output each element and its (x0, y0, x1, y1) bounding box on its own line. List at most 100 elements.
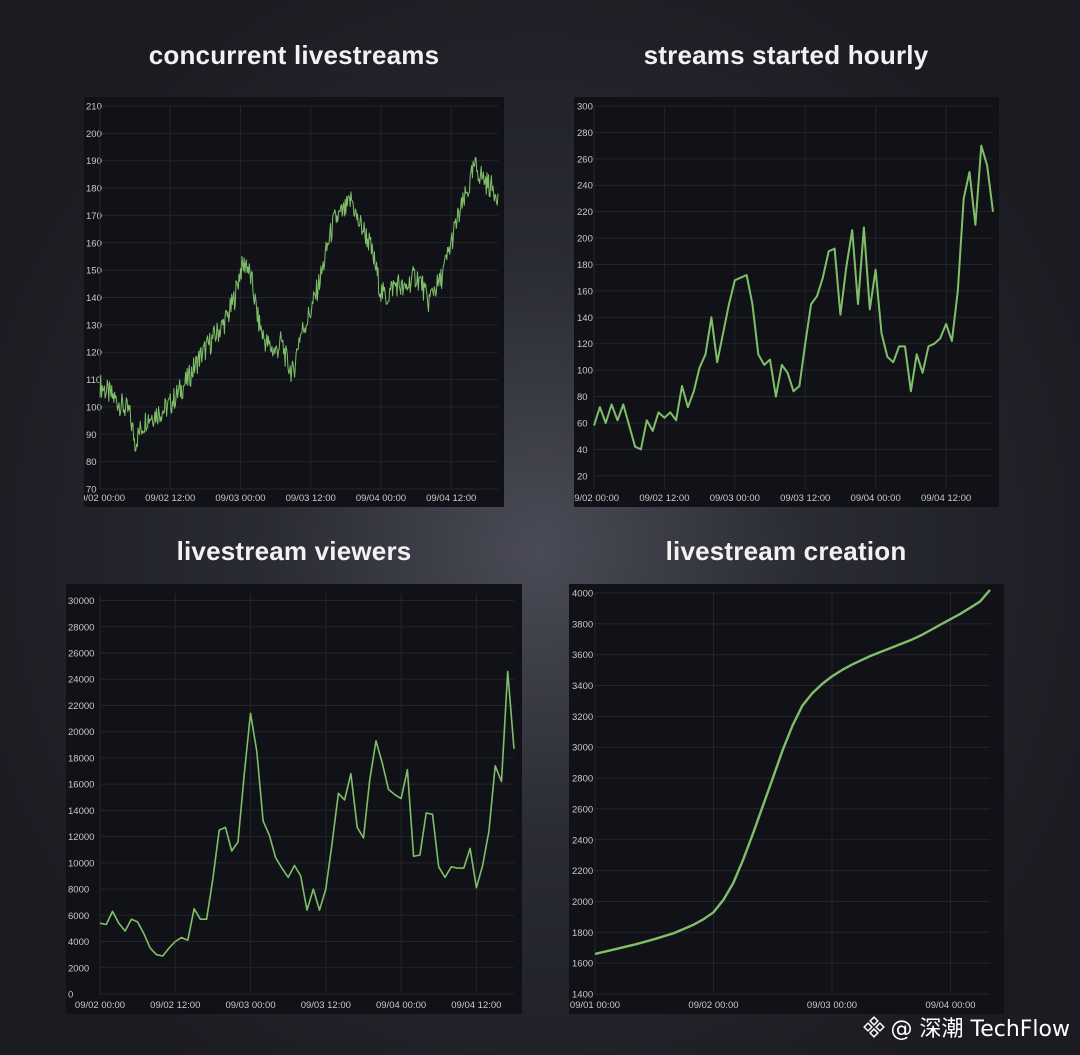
y-tick-label: 120 (86, 348, 102, 359)
series-line (99, 670, 515, 957)
y-tick-label: 260 (577, 154, 593, 165)
y-tick-label: 200 (86, 129, 102, 140)
y-tick-label: 26000 (68, 649, 94, 660)
y-tick-label: 120 (577, 339, 593, 350)
x-tick-label: 09/03 00:00 (807, 1000, 857, 1011)
y-tick-label: 180 (577, 260, 593, 271)
chart-panel-concurrent-livestreams: 210 200 190 180 170 160 150 140 130 120 110 100 90 80… (84, 97, 504, 507)
y-tick-label: 28000 (68, 622, 94, 633)
title-livestream-creation: livestream creation (665, 536, 907, 566)
y-tick-label: 210 (86, 102, 102, 113)
y-tick-label: 160 (577, 286, 593, 297)
y-tick-label: 280 (577, 128, 593, 139)
y-tick-label: 18000 (68, 753, 94, 764)
y-tick-label: 6000 (68, 911, 89, 922)
y-tick-label: 100 (86, 402, 102, 413)
x-tick-label: 09/04 00:00 (356, 493, 406, 504)
y-tick-label: 10000 (68, 858, 94, 869)
x-tick-label: 09/04 00:00 (376, 1000, 426, 1011)
chart-panel-livestream-creation: 4000 3800 3600 3400 3200 3000 2800 2600 2400 2200… (569, 584, 1004, 1014)
x-tick-label: 09/01 00:00 (570, 1000, 620, 1011)
y-tick-label: 130 (86, 320, 102, 331)
y-tick-label: 2200 (572, 866, 593, 877)
y-tick-label: 2400 (572, 835, 593, 846)
x-tick-label: 09/02 00:00 (84, 493, 125, 504)
y-tick-label: 2800 (572, 774, 593, 785)
chart-concurrent-livestreams: 210 200 190 180 170 160 150 140 130 120 110 100 90 80… (84, 102, 499, 504)
x-tick-label: 09/03 00:00 (225, 1000, 275, 1011)
y-tick-label: 30000 (68, 596, 94, 607)
y-tick-label: 90 (86, 430, 97, 441)
y-tick-label: 3800 (572, 619, 593, 630)
title-concurrent-livestreams: concurrent livestreams (148, 40, 440, 70)
chart-livestream-creation: 4000 3800 3600 3400 3200 3000 2800 2600 2400 2200… (570, 589, 991, 1011)
y-tick-label: 140 (86, 293, 102, 304)
y-tick-label: 1800 (572, 928, 593, 939)
x-tick-label: 09/04 12:00 (426, 493, 476, 504)
x-tick-label: 09/04 12:00 (451, 1000, 501, 1011)
y-tick-label: 20 (577, 471, 588, 482)
y-tick-label: 190 (86, 156, 102, 167)
watermark-text: @ 深潮 TechFlow (890, 1017, 1070, 1042)
y-tick-label: 3200 (572, 712, 593, 723)
y-tick-label: 1600 (572, 959, 593, 970)
y-tick-label: 300 (577, 102, 593, 113)
y-tick-label: 3400 (572, 681, 593, 692)
y-tick-label: 110 (86, 375, 101, 386)
y-tick-label: 80 (577, 392, 588, 403)
x-tick-label: 09/04 00:00 (925, 1000, 975, 1011)
x-tick-label: 09/02 00:00 (75, 1000, 125, 1011)
y-tick-label: 4000 (572, 589, 593, 600)
title-streams-started-hourly: streams started hourly (643, 40, 929, 70)
x-tick-label: 09/04 00:00 (851, 493, 901, 504)
y-tick-label: 180 (86, 184, 102, 195)
series-line (593, 144, 994, 451)
y-tick-label: 140 (577, 313, 593, 324)
y-tick-label: 24000 (68, 675, 94, 686)
y-tick-label: 3600 (572, 650, 593, 661)
x-tick-label: 09/04 12:00 (921, 493, 971, 504)
y-tick-label: 16000 (68, 780, 94, 791)
x-tick-label: 09/02 00:00 (688, 1000, 738, 1011)
y-tick-label: 2600 (572, 804, 593, 815)
y-tick-label: 22000 (68, 701, 94, 712)
y-tick-label: 2000 (572, 897, 593, 908)
chart-livestream-viewers: 30000 28000 26000 24000 22000 20000 18000 16000… (68, 594, 515, 1011)
chart-panel-livestream-viewers: 30000 28000 26000 24000 22000 20000 18000 16000… (66, 584, 522, 1014)
series-line (99, 156, 499, 452)
title-livestream-viewers: livestream viewers (176, 536, 412, 566)
binance-logo-icon (862, 1016, 885, 1038)
y-tick-label: 220 (577, 207, 593, 218)
x-tick-label: 09/02 00:00 (574, 493, 619, 504)
watermark: @ 深潮 TechFlow (862, 1011, 1070, 1043)
y-tick-label: 240 (577, 181, 593, 192)
y-tick-label: 170 (86, 211, 102, 222)
y-tick-label: 200 (577, 234, 593, 245)
y-tick-label: 8000 (68, 885, 89, 896)
x-tick-label: 09/02 12:00 (150, 1000, 200, 1011)
y-tick-label: 3000 (572, 743, 593, 754)
y-tick-label: 40 (577, 445, 588, 456)
y-tick-label: 60 (577, 418, 588, 429)
x-tick-label: 09/02 12:00 (639, 493, 689, 504)
y-tick-label: 20000 (68, 727, 94, 738)
y-tick-label: 70 (86, 485, 97, 496)
y-tick-label: 0 (68, 990, 73, 1001)
y-tick-label: 160 (86, 238, 102, 249)
y-tick-label: 100 (577, 366, 593, 377)
series-line (594, 589, 991, 956)
x-tick-label: 09/03 00:00 (215, 493, 265, 504)
x-tick-label: 09/02 12:00 (145, 493, 195, 504)
x-tick-label: 09/03 12:00 (301, 1000, 351, 1011)
x-tick-label: 09/03 12:00 (780, 493, 830, 504)
y-tick-label: 150 (86, 266, 102, 277)
y-tick-label: 80 (86, 457, 97, 468)
y-tick-label: 4000 (68, 937, 89, 948)
chart-panel-streams-started-hourly: 300 280 260 240 220 200 180 160 140 120 100 80 60 40 2… (574, 97, 999, 507)
x-tick-label: 09/03 00:00 (710, 493, 760, 504)
x-tick-label: 09/03 12:00 (286, 493, 336, 504)
y-tick-label: 1400 (572, 990, 593, 1001)
y-tick-label: 12000 (68, 832, 94, 843)
y-tick-label: 14000 (68, 806, 94, 817)
chart-streams-started-hourly: 300 280 260 240 220 200 180 160 140 120 100 80 60 40 2… (574, 102, 994, 504)
